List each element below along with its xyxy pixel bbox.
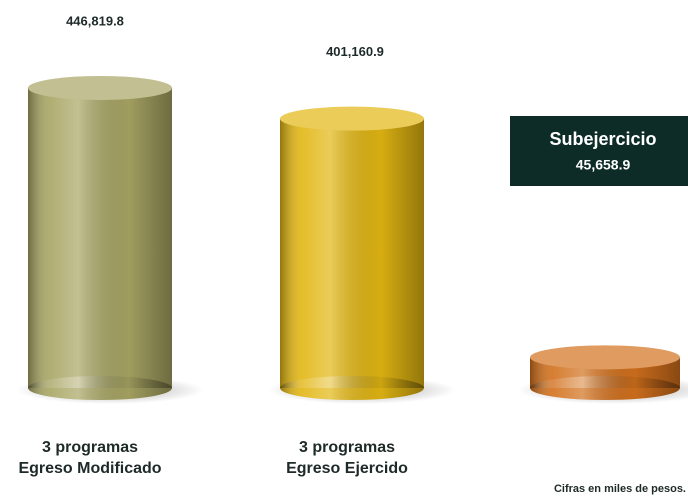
callout-box bbox=[510, 116, 688, 186]
bar-top-highlight bbox=[28, 76, 172, 100]
category-label: Subejercicio bbox=[549, 129, 656, 149]
bar-top-highlight bbox=[530, 345, 680, 370]
value-label: 401,160.9 bbox=[326, 44, 384, 59]
category-label: 3 programas bbox=[42, 439, 138, 456]
bar-shade bbox=[280, 118, 424, 388]
value-label: 446,819.8 bbox=[66, 13, 124, 28]
category-label: 3 programas bbox=[299, 439, 395, 456]
bar-top bbox=[28, 76, 172, 100]
bar-top bbox=[280, 106, 424, 131]
value-label: 45,658.9 bbox=[576, 157, 631, 173]
bar-top-highlight bbox=[280, 106, 424, 131]
note: Cifras en miles de pesos. bbox=[554, 483, 686, 495]
bar-top bbox=[530, 345, 680, 370]
category-label: Egreso Ejercido bbox=[286, 460, 408, 477]
bar-shade bbox=[28, 88, 172, 388]
category-label: Egreso Modificado bbox=[18, 460, 161, 477]
